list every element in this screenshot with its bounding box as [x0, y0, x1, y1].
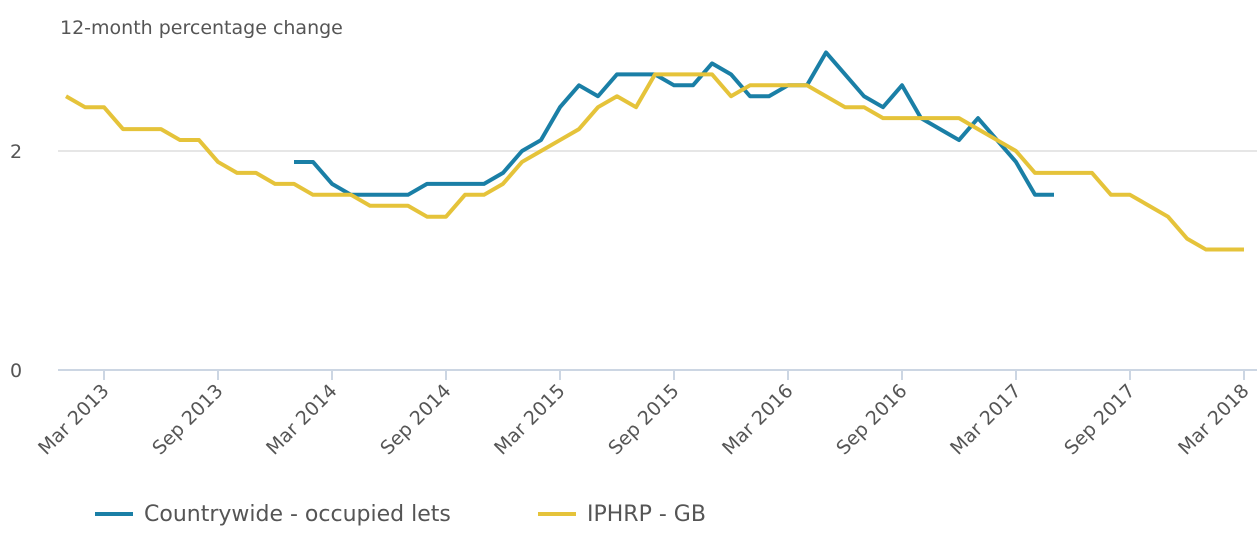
- x-tick-label: Mar 2015: [490, 380, 569, 459]
- legend-label: Countrywide - occupied lets: [144, 502, 451, 527]
- x-tick-label: Sep 2014: [376, 380, 455, 459]
- x-tick-label: Sep 2013: [148, 380, 227, 459]
- y-tick-label: 2: [10, 141, 22, 163]
- series-line: [294, 50, 1054, 197]
- x-tick-label: Mar 2014: [262, 380, 341, 459]
- x-tick-label: Mar 2018: [1174, 380, 1253, 459]
- series-line: [65, 72, 1244, 252]
- x-tick-label: Mar 2017: [946, 380, 1025, 459]
- x-tick-label: Sep 2016: [832, 380, 911, 459]
- legend-label: IPHRP - GB: [587, 502, 706, 527]
- y-tick-label: 0: [10, 360, 22, 382]
- x-tick-label: Mar 2013: [34, 380, 113, 459]
- y-axis-label: 12-month percentage change: [60, 17, 343, 39]
- x-tick-label: Mar 2016: [718, 380, 797, 459]
- x-tick-label: Sep 2015: [604, 380, 683, 459]
- x-tick-label: Sep 2017: [1060, 380, 1139, 459]
